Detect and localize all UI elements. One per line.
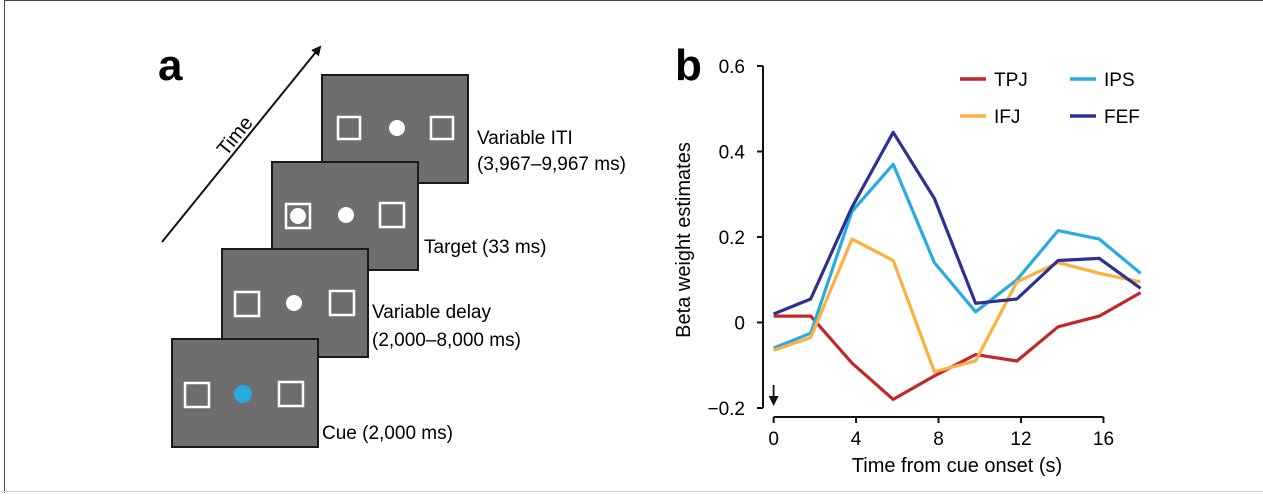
target-caption: Target (33 ms) <box>424 237 546 258</box>
y-tick-label: 0.6 <box>719 57 745 78</box>
series-lines <box>773 130 1142 401</box>
right-placeholder-box <box>328 289 356 317</box>
right-placeholder-box <box>429 115 455 141</box>
cue-caption: Cue (2,000 ms) <box>322 423 453 444</box>
cue-screen <box>171 338 319 448</box>
cue-dot <box>234 385 252 403</box>
panel-a-label: a <box>158 41 183 90</box>
right-placeholder-box <box>277 380 305 408</box>
x-tick-label: 0 <box>768 429 779 450</box>
frame-border-bottom <box>4 491 1263 492</box>
legend-label-fef: FEF <box>1104 107 1140 128</box>
series-line-tpj <box>773 291 1142 401</box>
left-placeholder-box <box>233 290 261 318</box>
left-placeholder-box <box>336 115 362 141</box>
panel-b: b −0.2 0 0.2 0.4 0.6 0 4 8 12 16 TPJ IPS IFJ FEF Bet… <box>673 41 1142 477</box>
x-tick-label: 8 <box>933 429 944 450</box>
legend-label-ips: IPS <box>1104 70 1135 91</box>
beta-weight-chart: −0.2 0 0.2 0.4 0.6 0 4 8 12 16 TPJ IPS IFJ FEF Beta … <box>673 57 1142 477</box>
x-tick-label: 12 <box>1010 429 1031 450</box>
time-arrow <box>161 45 322 243</box>
y-axis-label: Beta weight estimates <box>673 142 695 338</box>
fixation-dot <box>338 207 354 223</box>
ticks: −0.2 0 0.2 0.4 0.6 0 4 8 12 16 <box>707 57 1114 450</box>
delay-caption-line2: (2,000–8,000 ms) <box>372 330 521 351</box>
left-placeholder-box <box>284 202 312 230</box>
fixation-dot <box>286 295 302 311</box>
fixation-dot <box>389 120 405 136</box>
legend: TPJ IPS IFJ FEF <box>960 70 1140 128</box>
series-line-ips <box>773 162 1142 350</box>
panel-b-label: b <box>675 41 702 90</box>
right-placeholder-box <box>378 201 406 229</box>
y-tick-label: 0 <box>734 314 745 335</box>
panel-a: a Time Variable ITI (3,967–9,967 ms) Tar… <box>158 41 626 448</box>
legend-label-tpj: TPJ <box>994 70 1028 91</box>
left-placeholder-box <box>183 381 211 409</box>
x-axis-label: Time from cue onset (s) <box>852 455 1062 477</box>
y-tick-label: −0.2 <box>707 399 745 420</box>
x-tick-label: 16 <box>1093 429 1114 450</box>
series-line-fef <box>773 130 1142 316</box>
time-label: Time <box>213 112 258 160</box>
y-tick-label: 0.4 <box>719 143 746 164</box>
x-tick-label: 4 <box>851 429 862 450</box>
iti-caption-line1: Variable ITI <box>477 128 573 149</box>
iti-caption-line2: (3,967–9,967 ms) <box>477 154 626 175</box>
frame-border-top <box>4 0 1263 1</box>
frame-border-left <box>4 0 5 493</box>
y-tick-label: 0.2 <box>719 228 745 249</box>
series-line-ifj <box>773 237 1141 374</box>
legend-label-ifj: IFJ <box>994 107 1020 128</box>
delay-caption-line1: Variable delay <box>372 302 492 323</box>
target-dot <box>290 208 306 224</box>
